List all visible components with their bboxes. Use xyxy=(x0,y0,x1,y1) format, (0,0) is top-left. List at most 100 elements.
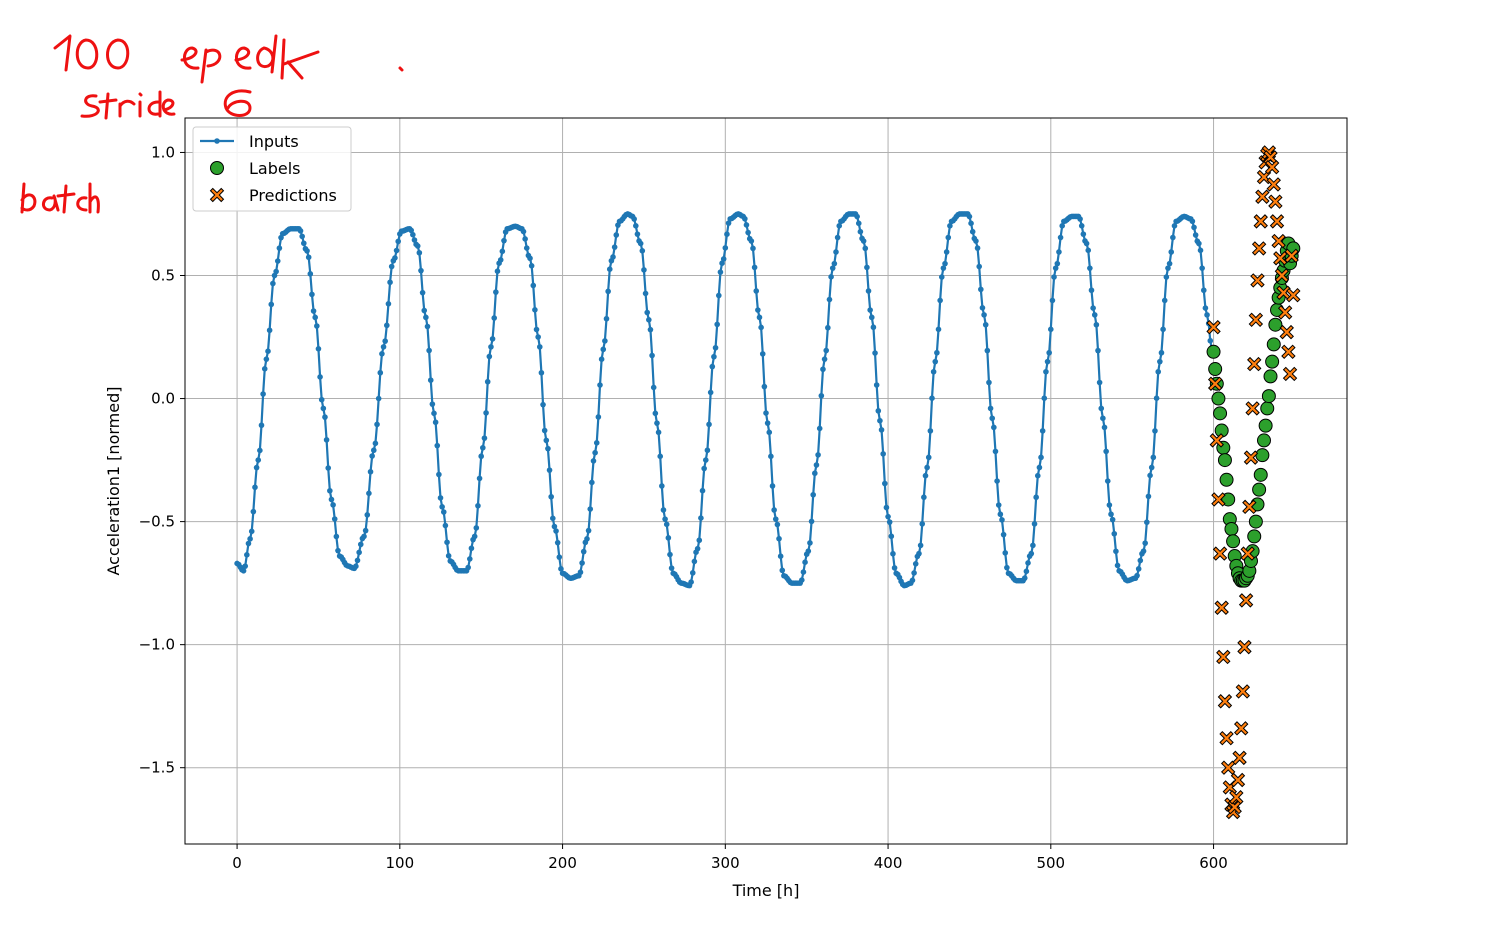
inputs-data-point xyxy=(310,308,317,314)
label-marker xyxy=(1255,448,1270,463)
inputs-data-point xyxy=(1083,240,1090,247)
inputs-data-point xyxy=(761,383,768,390)
inputs-data-point xyxy=(1204,312,1210,318)
inputs-data-point xyxy=(584,536,590,542)
inputs-data-point xyxy=(602,338,608,344)
inputs-data-point xyxy=(362,527,369,534)
inputs-data-point xyxy=(1197,247,1204,254)
inputs-data-point xyxy=(943,249,950,255)
legend-entry-label: Labels xyxy=(249,159,301,178)
prediction-marker xyxy=(1268,194,1283,209)
y-tick-label: 0.5 xyxy=(151,267,175,285)
inputs-data-point xyxy=(590,458,597,464)
inputs-data-point xyxy=(650,384,657,391)
inputs-data-point xyxy=(1046,349,1052,356)
inputs-data-point xyxy=(655,429,662,436)
inputs-data-point xyxy=(418,267,424,274)
inputs-data-point xyxy=(536,344,543,350)
inputs-data-point xyxy=(667,551,673,558)
inputs-data-point xyxy=(947,223,953,229)
prediction-marker xyxy=(1216,649,1231,665)
inputs-data-point xyxy=(646,317,652,323)
inputs-data-point xyxy=(922,472,929,479)
inputs-data-point xyxy=(1200,287,1207,294)
inputs-data-point xyxy=(548,493,554,500)
inputs-data-point xyxy=(427,377,434,383)
inputs-data-point xyxy=(520,228,527,235)
prediction-marker xyxy=(1211,492,1226,507)
inputs-data-point xyxy=(432,419,439,426)
inputs-data-point xyxy=(1114,562,1121,569)
y-axis-label: Acceleration1 [normed] xyxy=(104,387,123,576)
handwritten-annotation-stride xyxy=(80,89,252,120)
inputs-data-point xyxy=(499,248,506,255)
label-marker xyxy=(1226,534,1241,549)
inputs-data-point xyxy=(426,347,432,354)
inputs-data-point xyxy=(779,567,786,574)
prediction-marker xyxy=(1214,600,1229,615)
inputs-data-point xyxy=(937,297,943,304)
inputs-data-point xyxy=(595,414,602,420)
inputs-data-point xyxy=(442,522,449,529)
inputs-data-point xyxy=(597,382,603,388)
prediction-marker xyxy=(1286,287,1301,303)
inputs-data-point xyxy=(875,408,882,414)
inputs-data-point xyxy=(250,508,257,515)
inputs-data-point xyxy=(743,222,750,228)
inputs-data-point xyxy=(831,260,838,267)
inputs-data-point xyxy=(270,280,276,287)
inputs-data-point xyxy=(314,323,320,329)
inputs-data-point xyxy=(867,307,873,313)
inputs-data-point xyxy=(593,440,600,446)
inputs-data-point xyxy=(600,346,607,353)
label-marker xyxy=(1217,453,1232,468)
inputs-data-point xyxy=(327,487,333,494)
inputs-data-point xyxy=(465,564,471,571)
inputs-data-point xyxy=(668,565,675,571)
inputs-data-point xyxy=(268,301,275,308)
inputs-data-point xyxy=(777,553,784,559)
inputs-data-point xyxy=(821,356,828,362)
inputs-data-point xyxy=(916,550,922,557)
inputs-data-point xyxy=(1104,478,1111,484)
inputs-data-point xyxy=(263,356,270,362)
inputs-data-point xyxy=(712,344,719,351)
inputs-data-point xyxy=(1096,379,1103,386)
inputs-data-point xyxy=(865,288,872,294)
y-tick-label: −0.5 xyxy=(139,513,175,531)
prediction-marker xyxy=(1227,799,1242,815)
inputs-data-point xyxy=(543,437,550,444)
inputs-data-point xyxy=(387,279,393,286)
prediction-marker xyxy=(1250,273,1265,288)
inputs-data-point xyxy=(966,213,973,220)
inputs-data-point xyxy=(244,552,250,558)
inputs-data-point xyxy=(758,324,764,331)
inputs-data-point xyxy=(301,240,307,247)
inputs-data-point xyxy=(532,307,538,313)
inputs-data-point xyxy=(382,338,388,344)
inputs-data-point xyxy=(1153,395,1160,402)
inputs-data-point xyxy=(1152,428,1158,434)
inputs-data-point xyxy=(380,344,387,350)
y-tick-label: 1.0 xyxy=(151,143,175,161)
inputs-data-point xyxy=(497,257,504,263)
inputs-data-point xyxy=(868,314,875,321)
inputs-data-point xyxy=(1113,548,1119,555)
x-tick-label: 500 xyxy=(1036,854,1065,872)
inputs-data-point xyxy=(592,449,598,456)
inputs-data-point xyxy=(815,452,821,458)
inputs-data-point xyxy=(1034,472,1041,479)
inputs-data-point xyxy=(468,545,475,552)
legend-box xyxy=(192,126,352,212)
y-tick-label: 0.0 xyxy=(151,390,175,408)
prediction-marker xyxy=(1277,305,1293,320)
prediction-marker xyxy=(1232,750,1247,766)
inputs-data-point xyxy=(1041,395,1048,402)
inputs-data-point xyxy=(1030,542,1036,549)
inputs-data-point xyxy=(1144,519,1150,526)
inputs-data-point xyxy=(828,274,834,280)
label-marker xyxy=(1224,521,1239,536)
inputs-data-point xyxy=(419,289,426,296)
inputs-data-point xyxy=(1192,232,1199,238)
inputs-data-point xyxy=(369,453,375,459)
